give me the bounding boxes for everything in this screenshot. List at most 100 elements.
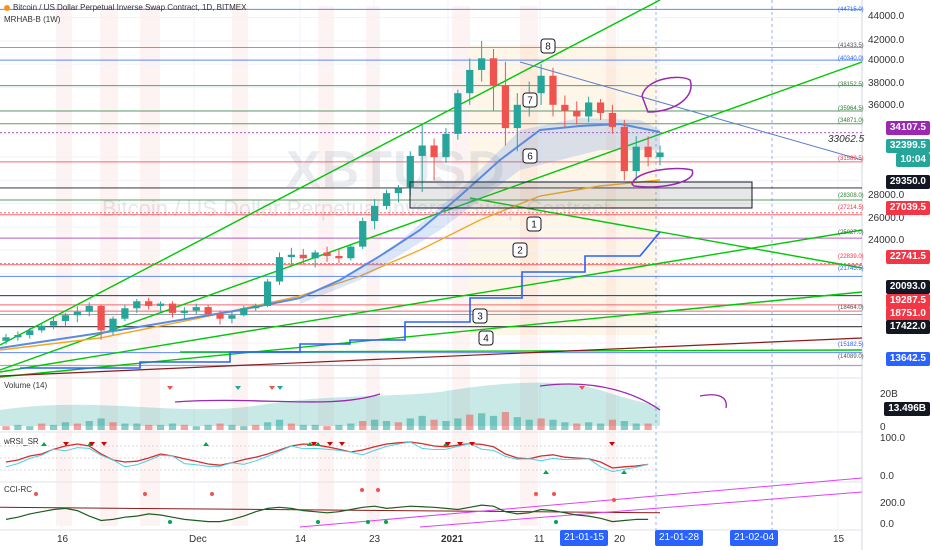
wave-label: 6 xyxy=(527,152,533,163)
price-tick: 38000.0 xyxy=(868,78,905,89)
price-tag: 27039.5 xyxy=(885,201,930,215)
volume-bar xyxy=(121,423,129,430)
level-label: (27214.5) xyxy=(838,205,864,211)
wave-label-box xyxy=(526,216,542,232)
candle-body xyxy=(14,334,22,338)
signal-dot xyxy=(360,488,364,492)
candle-body xyxy=(382,193,391,206)
volume-bar xyxy=(525,419,533,430)
countdown-tag: 10:04 xyxy=(896,153,930,167)
period-band xyxy=(366,6,380,526)
wave-label-box xyxy=(472,308,488,324)
wave-label: 7 xyxy=(527,96,533,107)
volume-bar xyxy=(370,419,379,430)
volume-bar xyxy=(109,422,117,430)
signal-dot xyxy=(376,488,380,492)
candle-body xyxy=(121,308,129,319)
time-label: Dec xyxy=(189,534,207,545)
volume-bar xyxy=(168,423,177,430)
cci-tick: 200.0 xyxy=(880,498,906,509)
signal-marker xyxy=(311,442,317,446)
candle-series xyxy=(2,40,664,345)
price-tick: 24000.0 xyxy=(868,235,905,246)
volume-bar xyxy=(620,421,628,430)
price-tick: 26000.0 xyxy=(868,213,905,224)
period-band xyxy=(318,6,334,526)
volume-bar xyxy=(608,419,617,430)
trend-lines xyxy=(0,0,863,378)
volume-bar xyxy=(192,426,200,430)
level-label: (38152.5) xyxy=(838,82,864,88)
wave-label: 2 xyxy=(517,246,523,257)
volume-bar xyxy=(49,424,58,430)
volume-value-tag: 13.496B xyxy=(884,402,930,416)
ma-cloud xyxy=(300,118,660,304)
candle-body xyxy=(2,337,10,341)
volume-annotation xyxy=(174,383,727,411)
volume-bar xyxy=(26,426,34,430)
volume-bar xyxy=(133,423,141,430)
indicator-label[interactable]: MRHAB-B (1W) xyxy=(4,15,61,24)
signal-marker xyxy=(269,386,275,390)
candle-body xyxy=(394,188,403,194)
signal-dot xyxy=(534,492,538,496)
volume-bar xyxy=(430,419,438,430)
volume-bar xyxy=(644,423,652,430)
candle-body xyxy=(204,307,212,315)
volume-cloud xyxy=(0,382,660,426)
rsi-panel-title[interactable]: wRSI_SR xyxy=(4,437,39,446)
volume-bar xyxy=(323,426,331,430)
period-band xyxy=(452,6,470,526)
date-marker[interactable]: 21-01-28 xyxy=(655,530,704,546)
candle-body xyxy=(61,315,70,322)
candle-body xyxy=(252,305,260,309)
signal-marker xyxy=(315,442,321,446)
volume-panel-title[interactable]: Volume (14) xyxy=(4,381,48,390)
highlight-ellipse xyxy=(641,76,692,113)
candle-body xyxy=(489,58,498,86)
candle-body xyxy=(513,104,521,129)
candle-body xyxy=(359,221,367,247)
volume-bar xyxy=(406,418,414,430)
candle-body xyxy=(156,303,165,306)
candle-body xyxy=(501,85,510,129)
trend-line xyxy=(0,61,863,371)
candle-body xyxy=(561,104,569,111)
time-label: 15 xyxy=(833,534,845,545)
volume-bar xyxy=(263,422,272,430)
candle-body xyxy=(466,69,474,94)
candle-body xyxy=(418,145,426,156)
cci-panel-title[interactable]: CCI-RC xyxy=(4,485,32,494)
time-label: 14 xyxy=(295,534,307,545)
volume-bar xyxy=(394,422,403,430)
level-label: (15182.5) xyxy=(838,342,864,348)
consolidation-box xyxy=(409,181,753,209)
volume-bar xyxy=(561,422,569,430)
date-marker[interactable]: 21-02-04 xyxy=(730,530,779,546)
volume-bar xyxy=(489,415,498,430)
wave-label: 1 xyxy=(531,220,537,231)
period-band xyxy=(56,6,72,526)
volume-bar xyxy=(347,423,355,430)
wave-label: 8 xyxy=(545,42,551,53)
volume-bar xyxy=(216,423,224,430)
candle-body xyxy=(430,145,438,158)
wave-label: 3 xyxy=(477,312,483,323)
period-band xyxy=(232,6,248,526)
volume-bar xyxy=(335,424,343,430)
signal-marker xyxy=(41,442,47,446)
volume-bar xyxy=(501,412,510,430)
price-tick: 42000.0 xyxy=(868,35,905,46)
level-label: (28308.0) xyxy=(838,193,864,199)
signal-dot xyxy=(168,520,172,524)
volume-bar xyxy=(252,424,260,430)
candle-body xyxy=(442,133,450,158)
date-marker[interactable]: 21-01-15 xyxy=(560,530,609,546)
signal-dot xyxy=(384,520,388,524)
volume-bar xyxy=(228,424,236,430)
price-tag: 17422.0 xyxy=(885,320,930,334)
volume-bar xyxy=(156,424,165,430)
last-price-tag: 32399.5 xyxy=(885,139,930,153)
